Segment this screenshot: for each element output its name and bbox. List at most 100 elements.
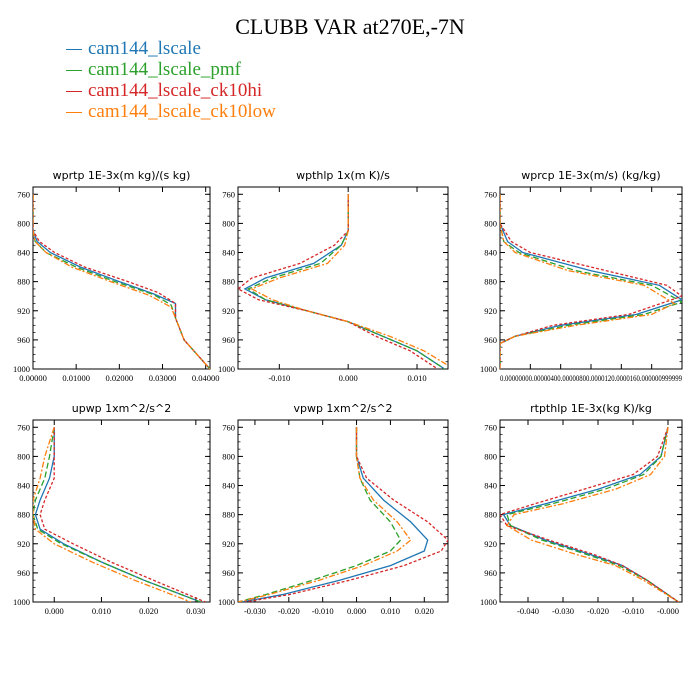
x-tick-label: 0.02000 [106, 373, 134, 383]
legend-item: cam144_lscale_ck10hi [66, 80, 276, 101]
legend-swatch [66, 70, 82, 72]
plot-frame [237, 419, 449, 603]
y-tick-label: 760 [484, 189, 497, 199]
y-tick-label: 760 [222, 422, 235, 432]
y-tick-label: 760 [17, 422, 30, 432]
series-line-cam144_lscale_ck10low [506, 427, 679, 602]
y-tick-label: 1000 [13, 597, 30, 607]
x-tick-label: 0.030 [186, 606, 205, 616]
y-tick-label: 920 [222, 306, 235, 316]
plot-frame [499, 186, 683, 370]
x-tick-label: -0.030 [552, 606, 574, 616]
legend-item: cam144_lscale_pmf [66, 59, 276, 80]
y-tick-label: 880 [17, 277, 30, 287]
panel-title: wpthlp 1x(m K)/s [296, 169, 390, 182]
y-tick-label: 960 [222, 568, 235, 578]
y-tick-label: 840 [17, 248, 30, 258]
panel-title: vpwp 1xm^2/s^2 [293, 402, 392, 415]
y-tick-label: 960 [17, 568, 30, 578]
panel-title: upwp 1xm^2/s^2 [72, 402, 172, 415]
series-line-cam144_lscale_pmf [246, 194, 445, 369]
y-tick-label: 840 [17, 481, 30, 491]
series-line-cam144_lscale [243, 194, 445, 369]
x-tick-label: 0.01000 [62, 373, 90, 383]
legend-swatch [66, 91, 82, 93]
legend-label: cam144_lscale_ck10hi [88, 80, 263, 101]
series-line-cam144_lscale_pmf [500, 194, 682, 369]
x-tick-label: -0.020 [587, 606, 609, 616]
series-line-cam144_lscale_pmf [33, 427, 201, 602]
plot-frame [32, 186, 211, 370]
series-line-cam144_lscale_pmf [33, 194, 210, 369]
x-tick-label: -0.040 [517, 606, 539, 616]
y-tick-label: 880 [222, 510, 235, 520]
y-tick-label: 840 [484, 481, 497, 491]
y-tick-label: 800 [17, 451, 30, 461]
x-tick-label: 0.000 [45, 606, 64, 616]
y-tick-label: 760 [484, 422, 497, 432]
y-tick-label: 840 [222, 481, 235, 491]
legend-swatch [66, 112, 82, 114]
plot-frame [499, 419, 683, 603]
y-tick-label: 840 [484, 248, 497, 258]
y-tick-label: 960 [222, 335, 235, 345]
series-line-cam144_lscale_ck10low [33, 427, 192, 602]
y-tick-label: 800 [484, 451, 497, 461]
y-tick-label: 1000 [480, 364, 497, 374]
y-tick-label: 1000 [218, 597, 235, 607]
y-tick-label: 960 [484, 335, 497, 345]
figure-title: CLUBB VAR at270E,-7N [235, 14, 465, 39]
legend-item: cam144_lscale_ck10low [66, 101, 276, 122]
y-tick-label: 920 [17, 539, 30, 549]
y-tick-label: 920 [17, 306, 30, 316]
y-tick-label: 880 [484, 277, 497, 287]
legend-swatch [66, 49, 82, 51]
x-tick-label: 0.00000000.00000400.00000800.0000120.000… [500, 373, 682, 383]
y-tick-label: 800 [17, 218, 30, 228]
y-tick-label: 960 [17, 335, 30, 345]
series-line-cam144_lscale_ck10hi [244, 427, 448, 602]
series-line-cam144_lscale_pmf [238, 427, 402, 602]
y-tick-label: 960 [484, 568, 497, 578]
y-tick-label: 1000 [218, 364, 235, 374]
series-line-cam144_lscale [502, 427, 679, 602]
x-tick-label: 0.020 [415, 606, 434, 616]
x-tick-label: 0.00000 [19, 373, 47, 383]
x-tick-label: -0.000 [657, 606, 679, 616]
series-line-cam144_lscale_ck10hi [238, 194, 439, 369]
plot-frame [237, 186, 449, 370]
x-tick-label: 0.000 [339, 373, 358, 383]
y-tick-label: 800 [484, 218, 497, 228]
y-tick-label: 920 [484, 539, 497, 549]
panel-title: wprcp 1E-3x(m/s) (kg/kg) [521, 169, 660, 182]
x-tick-label: 0.03000 [149, 373, 177, 383]
series-line-cam144_lscale [241, 427, 429, 602]
x-tick-label: 0.020 [139, 606, 158, 616]
y-tick-label: 920 [222, 539, 235, 549]
series-line-cam144_lscale_ck10hi [500, 194, 682, 369]
y-tick-label: 920 [484, 306, 497, 316]
series-line-cam144_lscale [500, 194, 682, 369]
legend-label: cam144_lscale_ck10low [88, 101, 276, 122]
series-line-cam144_lscale_ck10hi [33, 194, 210, 369]
x-tick-label: 0.010 [407, 373, 426, 383]
y-tick-label: 800 [222, 218, 235, 228]
x-tick-label: 0.04000 [192, 373, 220, 383]
x-tick-label: -0.010 [622, 606, 644, 616]
legend: cam144_lscale cam144_lscale_pmf cam144_l… [66, 38, 276, 122]
plot-frame [32, 419, 211, 603]
series-line-cam144_lscale_ck10low [33, 194, 210, 369]
series-line-cam144_lscale_ck10low [500, 194, 676, 369]
panel-title: wprtp 1E-3x(m kg)/(s kg) [53, 169, 191, 182]
series-line-cam144_lscale_ck10low [250, 194, 448, 366]
legend-item: cam144_lscale [66, 38, 276, 59]
series-line-cam144_lscale [33, 194, 210, 369]
y-tick-label: 880 [17, 510, 30, 520]
x-tick-label: -0.010 [312, 606, 334, 616]
x-tick-label: 0.000 [347, 606, 366, 616]
x-tick-label: 0.010 [92, 606, 111, 616]
x-tick-label: -0.020 [278, 606, 300, 616]
y-tick-label: 1000 [13, 364, 30, 374]
x-tick-label: -0.030 [244, 606, 266, 616]
